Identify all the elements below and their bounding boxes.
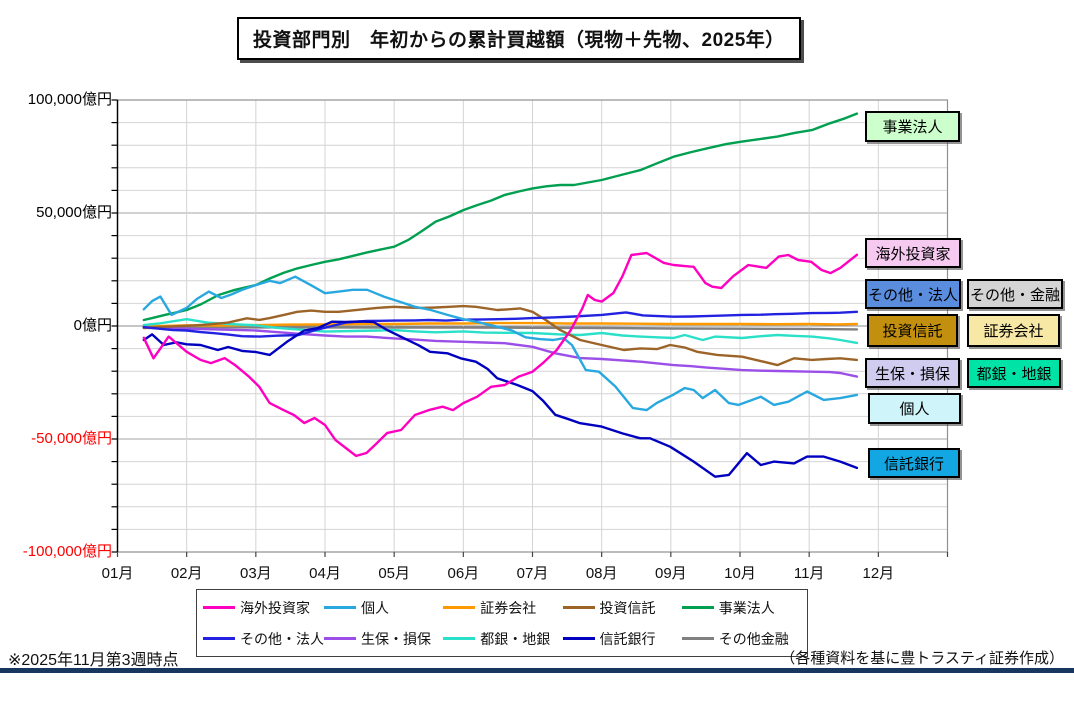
- series-line-kojin: [142, 275, 859, 412]
- series-label-togin-chigin: 都銀・地銀: [967, 358, 1061, 388]
- series-line-jigyo-hojin: [142, 112, 859, 322]
- series-line-togin-chigin: [142, 318, 859, 345]
- legend-item-shintaku-ginko: 信託銀行: [562, 629, 682, 649]
- legend-label-kaigai-toshika: 海外投資家: [240, 599, 310, 616]
- legend-item-togin-chigin: 都銀・地銀: [443, 629, 562, 649]
- x-axis-label: 06月: [447, 565, 480, 582]
- x-axis-label: 11月: [793, 565, 825, 582]
- series-label-kaigai-toshika: 海外投資家: [865, 238, 961, 268]
- series-line-shoken-gaisha: [142, 321, 859, 328]
- series-line-toshi-shintaku: [142, 304, 859, 367]
- y-axis-label: -50,000億円: [31, 430, 112, 447]
- y-axis-label: 0億円: [73, 317, 112, 334]
- footnote-asof: ※2025年11月第3週時点: [8, 652, 179, 669]
- legend-item-seiho-sonpo: 生保・損保: [324, 629, 443, 649]
- y-axis-label: 100,000億円: [27, 91, 112, 108]
- series-label-jigyo-hojin: 事業法人: [865, 111, 960, 142]
- series-label-seiho-sonpo: 生保・損保: [865, 358, 960, 388]
- series-label-kojin: 個人: [868, 393, 961, 424]
- series-label-shoken-gaisha: 証券会社: [967, 314, 1060, 347]
- x-axis-label: 09月: [654, 565, 687, 582]
- legend-label-sonota-hojin: その他・法人: [240, 630, 324, 647]
- series-label-shintaku-ginko: 信託銀行: [868, 448, 960, 478]
- x-axis-label: 10月: [724, 565, 756, 582]
- legend-label-toshi-shintaku: 投資信託: [599, 599, 656, 616]
- legend-label-togin-chigin: 都銀・地銀: [480, 630, 551, 647]
- legend-swatch-kojin: [324, 606, 356, 609]
- series-label-sonota-hojin: その他・法人: [865, 279, 961, 309]
- legend-label-seiho-sonpo: 生保・損保: [361, 630, 431, 647]
- footnote-source: （各種資料を基に豊トラスティ証券作成）: [780, 650, 1064, 667]
- bottom-divider: [0, 668, 1074, 673]
- series-label-sonota-kinyu: その他・金融: [967, 279, 1063, 309]
- legend-item-toshi-shintaku: 投資信託: [562, 598, 682, 618]
- chart-title: 投資部門別 年初からの累計買越額（現物＋先物、2025年）: [237, 17, 801, 60]
- legend-swatch-shintaku-ginko: [562, 637, 595, 640]
- x-axis-label: 07月: [516, 565, 549, 582]
- x-axis-label: 05月: [378, 565, 410, 582]
- legend-label-shoken-gaisha: 証券会社: [480, 599, 537, 616]
- legend-swatch-sonota-kinyu: [681, 637, 714, 640]
- legend-swatch-sonota-hojin: [203, 637, 235, 640]
- legend-item-shoken-gaisha: 証券会社: [443, 598, 562, 618]
- legend-label-jigyo-hojin: 事業法人: [718, 599, 775, 616]
- x-axis-label: 04月: [309, 565, 341, 582]
- x-axis-label: 12月: [862, 565, 895, 582]
- legend-item-sonota-hojin: その他・法人: [203, 629, 324, 649]
- series-line-seiho-sonpo: [142, 326, 859, 378]
- legend-swatch-togin-chigin: [443, 637, 476, 640]
- series-line-sonota-hojin: [142, 310, 859, 338]
- legend-item-kaigai-toshika: 海外投資家: [203, 598, 324, 618]
- x-axis-label: 03月: [239, 565, 272, 582]
- y-axis-label: -100,000億円: [22, 543, 112, 560]
- legend-swatch-seiho-sonpo: [324, 637, 356, 640]
- series-line-shintaku-ginko: [142, 320, 859, 478]
- legend-swatch-jigyo-hojin: [681, 606, 714, 609]
- legend-label-kojin: 個人: [361, 599, 389, 616]
- y-axis-label: 50,000億円: [36, 204, 112, 221]
- series-line-kaigai-toshika: [142, 251, 859, 458]
- legend-label-shintaku-ginko: 信託銀行: [599, 630, 656, 647]
- legend-item-jigyo-hojin: 事業法人: [681, 598, 801, 618]
- x-axis-label: 08月: [585, 565, 618, 582]
- legend-swatch-kaigai-toshika: [203, 606, 235, 609]
- legend-label-sonota-kinyu: その他金融: [718, 630, 789, 647]
- legend-item-kojin: 個人: [324, 598, 443, 618]
- legend-item-sonota-kinyu: その他金融: [681, 629, 801, 649]
- legend-swatch-toshi-shintaku: [562, 606, 595, 609]
- chart-legend: 海外投資家 個人 証券会社 投資信託 事業法人その他・法人 生保・損保 都銀・地銀 信託銀行 そ…: [196, 589, 808, 657]
- series-label-toshi-shintaku: 投資信託: [867, 314, 958, 347]
- x-axis-label: 02月: [170, 565, 203, 582]
- x-axis-label: 01月: [101, 565, 134, 582]
- legend-swatch-shoken-gaisha: [443, 606, 476, 609]
